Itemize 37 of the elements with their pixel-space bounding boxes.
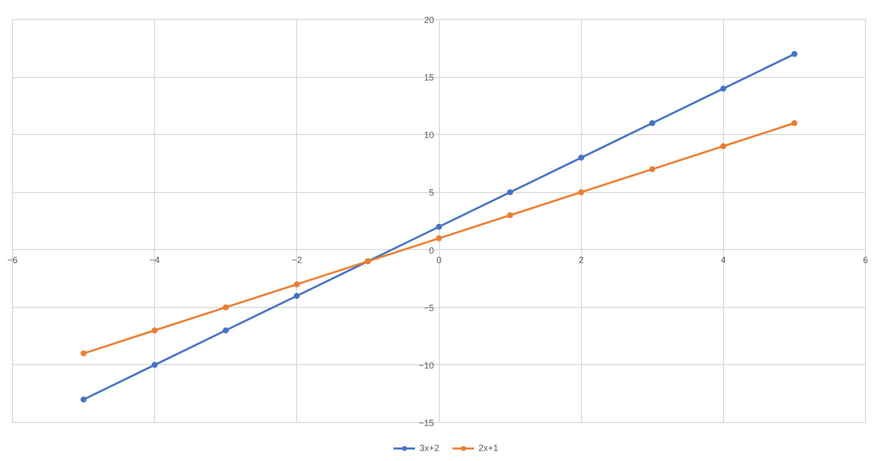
- y-tick-label: −5: [424, 302, 434, 313]
- point: [436, 224, 442, 230]
- point: [436, 235, 442, 242]
- legend-label: 2x+1: [478, 443, 498, 453]
- point: [294, 292, 300, 299]
- x-tick-label: 4: [720, 254, 726, 265]
- legend-label: 3x+2: [420, 443, 440, 453]
- y-tick-label: 0: [428, 245, 434, 256]
- point: [578, 189, 584, 196]
- x-tick-label: 0: [436, 254, 442, 265]
- y-tick-label: −10: [418, 360, 434, 370]
- x-tick-label: 2: [578, 254, 584, 265]
- point: [507, 212, 514, 218]
- y-tick-label: 15: [424, 72, 434, 83]
- point: [222, 304, 229, 310]
- point: [649, 120, 656, 126]
- point: [720, 86, 726, 92]
- y-tick-label: 20: [424, 15, 434, 25]
- y-tick-label: −15: [418, 418, 434, 428]
- point: [791, 51, 798, 58]
- point: [294, 281, 300, 288]
- y-tick-label: 10: [424, 130, 434, 140]
- point: [507, 189, 514, 196]
- point: [222, 327, 229, 334]
- point: [152, 362, 158, 368]
- x-tick-label: −6: [7, 254, 18, 265]
- y-tick-label: 5: [428, 188, 434, 198]
- x-tick-label: −4: [150, 254, 160, 265]
- point: [578, 154, 584, 161]
- point: [720, 143, 726, 150]
- point: [80, 396, 87, 402]
- x-tick-label: 6: [862, 254, 868, 265]
- point: [791, 120, 798, 126]
- x-tick-label: −2: [292, 254, 302, 265]
- point: [649, 166, 656, 172]
- point: [152, 327, 158, 334]
- point: [80, 350, 87, 356]
